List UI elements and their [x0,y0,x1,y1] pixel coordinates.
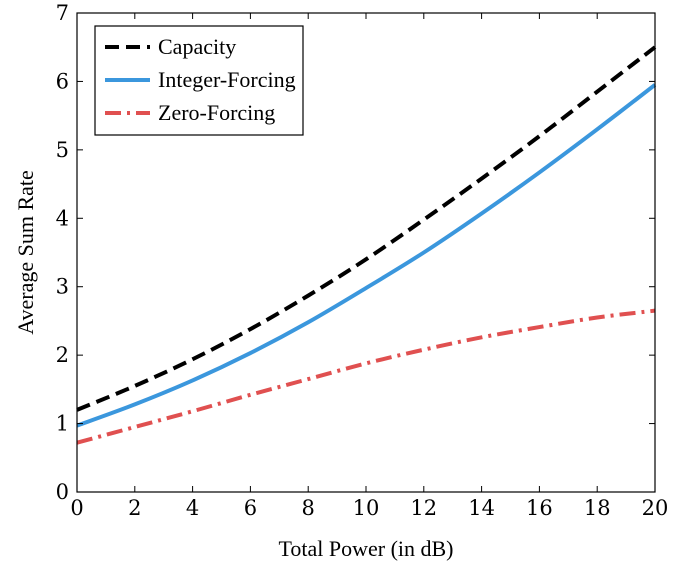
legend-label: Capacity [158,34,236,59]
series-line-capacity [76,45,657,412]
y-tick-label: 4 [56,206,69,230]
legend: Capacity Integer-Forcing Zero-Forcing [94,25,304,136]
x-tick-label: 18 [584,496,611,520]
y-tick-label: 7 [56,1,69,25]
legend-label: Integer-Forcing [158,67,296,92]
x-tick-label: 6 [244,496,257,520]
x-tick-label: 12 [410,496,437,520]
x-tick-label: 14 [468,496,495,520]
x-tick-label: 8 [302,496,315,520]
y-tick-label: 5 [56,138,69,162]
x-axis-label: Total Power (in dB) [278,536,453,561]
series-line-integer-forcing [76,83,657,428]
series-line-zero-forcing [76,308,656,445]
legend-label: Zero-Forcing [158,100,275,125]
y-tick-label: 6 [56,69,69,93]
x-tick-label: 16 [526,496,553,520]
x-tick-label: 20 [642,496,669,520]
x-tick-label: 10 [353,496,380,520]
y-tick-label: 0 [56,480,69,504]
y-tick-label: 1 [56,412,69,436]
series-layer [76,45,657,445]
x-tick-label: 4 [186,496,199,520]
x-tick-label: 2 [128,496,141,520]
y-tick-label: 2 [56,343,69,367]
y-tick-label: 3 [56,275,69,299]
y-axis-label: Average Sum Rate [13,170,38,335]
x-tick-label: 0 [70,496,83,520]
